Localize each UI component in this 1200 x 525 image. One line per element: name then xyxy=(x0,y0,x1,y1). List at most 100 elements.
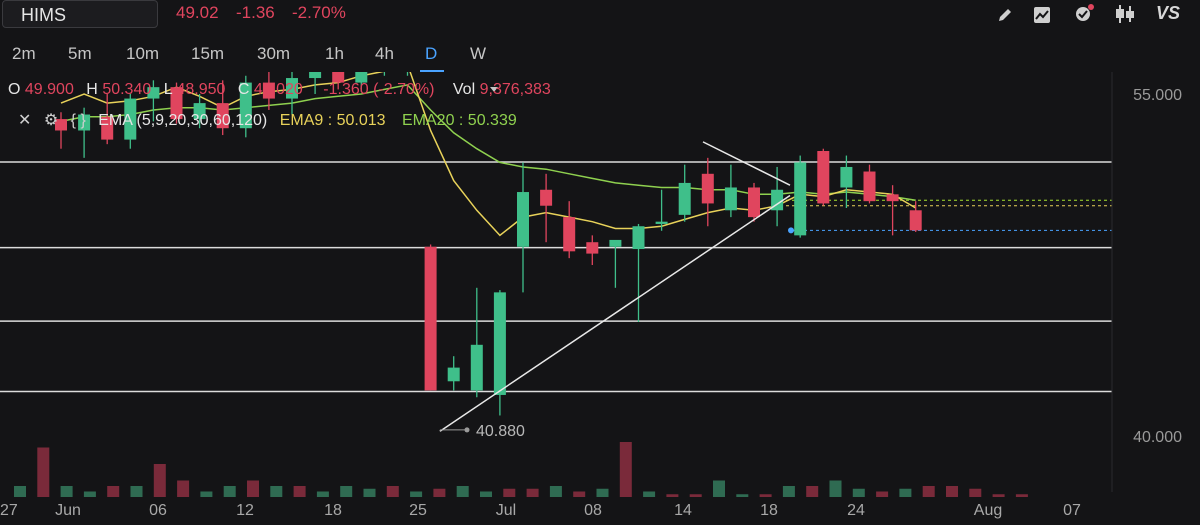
candle xyxy=(863,164,876,204)
candle-body xyxy=(124,98,137,140)
code-icon[interactable]: { } xyxy=(70,112,86,129)
volume-bar xyxy=(270,486,283,497)
timeframe-1h[interactable]: 1h xyxy=(325,44,344,63)
timeframe-30m[interactable]: 30m xyxy=(257,44,291,63)
high-label: H xyxy=(86,81,98,98)
volume-bar xyxy=(107,486,120,497)
candle xyxy=(470,287,483,398)
timeframe-15m[interactable]: 15m xyxy=(191,44,225,63)
active-timeframe-indicator xyxy=(420,70,444,72)
candle xyxy=(332,72,345,90)
volume-bar xyxy=(852,488,865,497)
candle xyxy=(794,155,807,238)
candle-body xyxy=(78,114,91,131)
volume-bar xyxy=(876,491,889,497)
volume-bar xyxy=(526,488,539,497)
volume-bar xyxy=(60,486,73,497)
volume-bar xyxy=(806,486,819,497)
volume-bar xyxy=(549,486,562,497)
volume-bar xyxy=(14,486,26,497)
symbol-input[interactable]: HIMS xyxy=(2,0,158,28)
timeframe-4h[interactable]: 4h xyxy=(375,44,394,63)
timeframe-d[interactable]: D xyxy=(425,44,438,63)
close-value: 49.020 xyxy=(253,81,303,98)
candle xyxy=(586,235,599,265)
compare-icon[interactable]: VS xyxy=(1156,3,1181,23)
volume-bar xyxy=(480,491,492,497)
candle-body xyxy=(262,82,275,99)
indicator-icon[interactable] xyxy=(1072,2,1096,26)
close-label: C xyxy=(237,81,250,98)
candle-body xyxy=(286,78,298,99)
volume-bar xyxy=(689,494,702,497)
candle-type-icon[interactable] xyxy=(1114,4,1136,24)
timeframe-2m[interactable]: 2m xyxy=(12,44,36,63)
x-tick-label: Jul xyxy=(496,502,516,519)
pencil-icon[interactable] xyxy=(996,6,1014,24)
x-tick-label: 25 xyxy=(409,502,427,519)
last-price-dot xyxy=(788,227,794,234)
volume-bar xyxy=(83,491,96,497)
candle-body xyxy=(101,116,114,140)
candle-body xyxy=(493,292,506,395)
volume-bar xyxy=(37,447,50,497)
y-tick-label: 55.000 xyxy=(1133,87,1182,104)
price-chart[interactable]: 52.01648.26445.04041.951 40.880 50.3449.… xyxy=(0,72,1200,525)
volume-bar xyxy=(340,486,353,497)
ema-name: EMA (5,9,20,30,60,120) xyxy=(98,112,268,129)
candle-body xyxy=(170,87,183,120)
candle xyxy=(239,75,252,138)
volume-bar xyxy=(899,488,912,497)
candle xyxy=(909,201,922,232)
timeframe-10m[interactable]: 10m xyxy=(126,44,160,63)
x-tick-label: 08 xyxy=(584,502,602,519)
candle xyxy=(748,182,760,222)
candle-body xyxy=(147,87,160,99)
close-icon[interactable]: ✕ xyxy=(18,112,32,129)
volume-bar xyxy=(922,486,935,497)
candle xyxy=(701,157,714,227)
resistance-trendline xyxy=(702,141,791,186)
candle-body xyxy=(701,173,714,204)
candle xyxy=(517,162,529,293)
price-change: -1.36 xyxy=(236,3,275,22)
open-value: 49.900 xyxy=(24,81,74,98)
price-axis xyxy=(1112,72,1200,492)
chevron-down-icon[interactable] xyxy=(489,86,499,94)
x-tick-label: 18 xyxy=(324,502,342,519)
volume-bar xyxy=(666,494,679,497)
volume-bar xyxy=(177,480,190,497)
candle xyxy=(355,72,368,92)
timeframe-bar: 2m 5m 10m 15m 30m 1h 4h D W xyxy=(0,36,1200,92)
candle-body xyxy=(563,217,576,252)
x-tick-label: 24 xyxy=(847,502,865,519)
settings-icon[interactable]: ⚙ xyxy=(43,112,59,129)
volume-bar xyxy=(643,491,656,497)
chart-icon[interactable] xyxy=(1032,5,1052,25)
candle xyxy=(216,80,229,136)
candle xyxy=(309,72,322,94)
candle-body xyxy=(794,162,807,236)
candle-body xyxy=(632,226,645,250)
volume-bar xyxy=(223,486,236,497)
candle-body xyxy=(239,82,252,129)
top-toolbar: HIMS 49.02 -1.36 -2.70% VS xyxy=(0,0,1200,36)
open-label: O xyxy=(8,81,21,98)
ohlc-legend: O 49.900 H 50.340 L 48.950 C 49.020 -1.3… xyxy=(8,81,551,99)
timeframe-w[interactable]: W xyxy=(470,44,487,63)
volume-bar xyxy=(713,480,725,497)
change-value: -1.360 (-2.70%) xyxy=(323,81,435,98)
candle-body xyxy=(447,367,460,382)
volume-bar xyxy=(153,464,166,497)
volume-bar xyxy=(200,491,213,497)
volume-bar xyxy=(573,491,586,497)
x-tick-label: 07 xyxy=(1063,502,1081,519)
candle-body xyxy=(470,344,483,391)
volume-bar xyxy=(247,480,259,497)
volume-bar xyxy=(969,488,982,497)
candle xyxy=(78,107,91,158)
timeframe-5m[interactable]: 5m xyxy=(68,44,92,63)
candle xyxy=(193,94,206,129)
candle xyxy=(262,72,275,110)
candle-body xyxy=(886,194,899,202)
